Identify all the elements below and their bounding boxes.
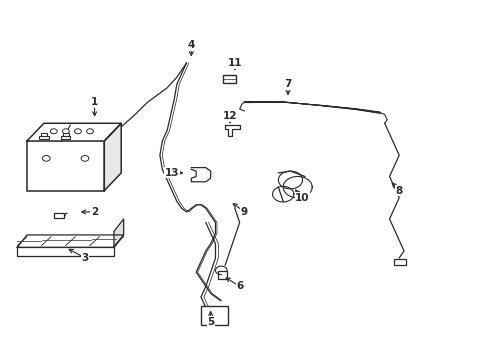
- Bar: [39, 136, 49, 139]
- Polygon shape: [27, 123, 121, 141]
- Text: 13: 13: [164, 168, 179, 178]
- Text: 10: 10: [295, 193, 309, 203]
- Text: 7: 7: [284, 79, 291, 89]
- Circle shape: [62, 129, 69, 134]
- Polygon shape: [114, 219, 123, 247]
- Text: 12: 12: [223, 111, 237, 121]
- Polygon shape: [17, 235, 123, 247]
- Text: 1: 1: [91, 97, 98, 107]
- Text: 3: 3: [81, 253, 88, 263]
- Circle shape: [42, 156, 50, 161]
- Text: 11: 11: [227, 58, 242, 68]
- Circle shape: [86, 129, 93, 134]
- Bar: [41, 133, 47, 136]
- Bar: [223, 75, 236, 82]
- Text: 4: 4: [187, 40, 195, 50]
- Text: 2: 2: [91, 207, 98, 217]
- Circle shape: [81, 156, 89, 161]
- Bar: [62, 133, 68, 136]
- Polygon shape: [104, 123, 121, 191]
- Circle shape: [50, 129, 57, 134]
- Polygon shape: [17, 247, 114, 256]
- Text: 9: 9: [241, 207, 247, 217]
- Circle shape: [74, 129, 81, 134]
- Bar: [53, 213, 64, 218]
- Text: 8: 8: [395, 186, 402, 195]
- Text: 6: 6: [236, 281, 243, 291]
- Bar: [201, 306, 227, 325]
- Text: 5: 5: [206, 317, 214, 327]
- Bar: [393, 259, 406, 265]
- Bar: [218, 271, 226, 279]
- Bar: [27, 141, 104, 191]
- Bar: [61, 136, 70, 139]
